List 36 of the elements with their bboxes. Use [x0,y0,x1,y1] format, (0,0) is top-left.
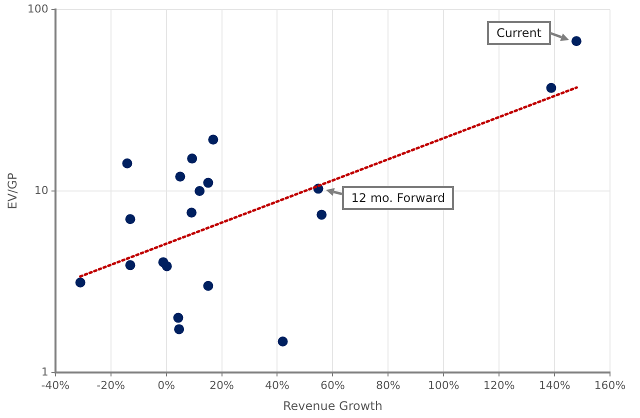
point [122,158,132,168]
point [203,178,214,188]
point [75,278,86,288]
point [125,214,136,224]
point [316,210,327,220]
x-tick-label: 80% [376,378,400,392]
point [173,312,184,323]
point [125,260,136,270]
x-tick-label: 60% [320,378,345,392]
x-tick-label: -40% [41,378,70,392]
point [546,82,556,93]
point [175,172,186,182]
x-axis-title: Revenue Growth [282,398,382,413]
x-tick-label: 100% [428,378,460,392]
annotation: 12 mo. Forward [342,186,454,210]
x-tick-label: 140% [538,378,570,392]
x-tick-label: 120% [483,378,515,392]
point [186,208,197,218]
point [203,280,214,291]
y-tick-label: 100 [27,2,48,16]
x-tick-label: 0% [158,378,176,392]
x-tick-label: 20% [210,378,234,392]
point [571,36,582,46]
point [187,154,198,164]
x-tick-label: -20% [96,378,126,392]
point [208,134,218,145]
y-tick-label: 10 [34,184,48,197]
point [174,324,184,334]
point [162,261,172,272]
point [278,336,288,347]
point [194,186,205,196]
x-tick-label: 160% [594,378,626,392]
x-tick-label: 40% [265,378,290,392]
y-axis-title: EV/GP [5,172,20,210]
annotation: Current [487,21,551,46]
y-tick-label: 1 [41,365,48,378]
